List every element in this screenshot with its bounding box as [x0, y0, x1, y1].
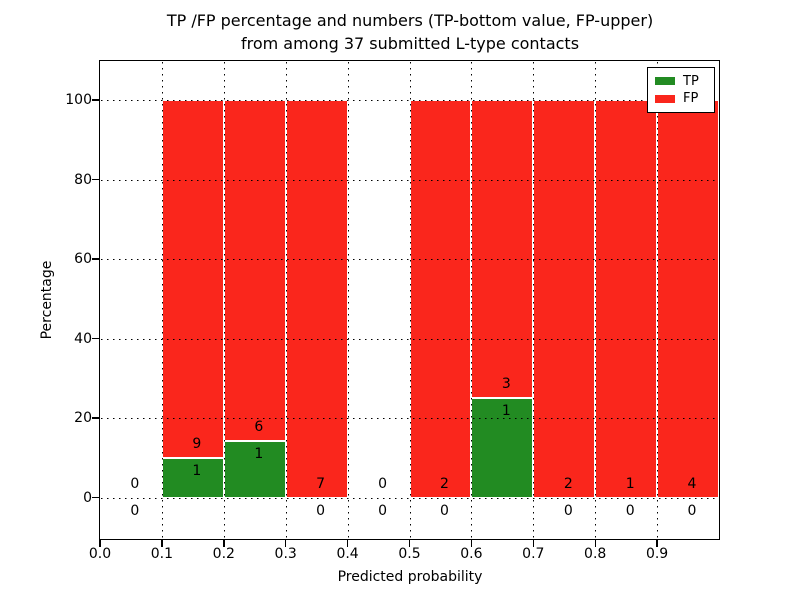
tp-count-label: 0	[440, 502, 449, 519]
y-tick-label: 20	[74, 410, 92, 427]
legend-row-tp: TP	[655, 75, 707, 88]
y-tick-label: 0	[83, 489, 92, 506]
y-tick-mark	[92, 496, 99, 499]
grid-line-vertical	[161, 62, 163, 538]
y-axis-label: Percentage	[39, 260, 55, 340]
x-tick-mark	[594, 540, 596, 547]
x-tick-mark	[284, 540, 287, 547]
y-tick-label: 40	[74, 330, 92, 347]
legend-label-fp: FP	[683, 91, 699, 107]
fp-count-label: 0	[378, 475, 388, 492]
tp-count-label: 1	[192, 462, 202, 479]
legend-swatch-fp	[655, 94, 675, 103]
x-tick-label: 0.3	[274, 546, 297, 562]
bar-fp-segment	[223, 100, 286, 441]
bar-fp-segment	[657, 100, 719, 498]
y-tick-label: 100	[65, 92, 92, 108]
y-tick-mark	[92, 99, 99, 101]
bar-tp-segment	[223, 440, 286, 498]
x-tick-mark	[346, 540, 349, 547]
legend-row-fp: FP	[655, 92, 707, 105]
legend: TP FP	[647, 67, 715, 113]
grid-line-vertical	[409, 62, 411, 538]
fp-count-label: 1	[625, 475, 635, 492]
y-tick-label: 80	[74, 171, 92, 188]
fp-count-label: 2	[563, 475, 573, 492]
y-tick-mark	[92, 337, 99, 340]
legend-swatch-tp	[655, 77, 675, 86]
grid-line-vertical	[471, 62, 473, 538]
x-tick-mark	[223, 540, 225, 547]
tp-count-label: 1	[254, 445, 264, 462]
tp-count-label: 0	[687, 502, 697, 519]
x-tick-label: 0.4	[336, 546, 359, 562]
x-tick-label: 0.8	[584, 546, 607, 562]
fp-count-label: 9	[192, 435, 202, 452]
y-tick-mark	[92, 417, 99, 419]
tp-count-label: 0	[130, 502, 140, 519]
x-tick-mark	[99, 540, 101, 547]
chart-title-line1: TP /FP percentage and numbers (TP-bottom…	[166, 11, 654, 30]
bar-fp-segment	[409, 100, 472, 498]
grid-line-vertical	[347, 62, 349, 538]
x-tick-label: 0.5	[398, 546, 421, 562]
bar-fp-segment	[161, 100, 224, 458]
x-tick-mark	[532, 540, 534, 547]
bar-fp-segment	[533, 100, 596, 498]
fp-count-label: 4	[687, 475, 697, 492]
x-axis-label: Predicted probability	[337, 569, 483, 585]
x-tick-mark	[470, 540, 473, 547]
fp-count-label: 3	[501, 376, 511, 393]
fp-count-label: 6	[254, 418, 264, 435]
fp-count-label: 0	[130, 475, 140, 492]
x-tick-mark	[161, 540, 163, 547]
fp-count-label: 2	[440, 475, 449, 492]
grid-line-vertical	[595, 62, 597, 538]
grid-line-vertical	[533, 62, 535, 538]
bar-fp-segment	[471, 100, 534, 399]
tp-count-label: 0	[316, 502, 326, 519]
bar-tp-segment	[161, 457, 224, 498]
x-tick-label: 0.7	[522, 546, 545, 562]
x-tick-label: 0.9	[645, 546, 669, 562]
x-tick-label: 0.6	[460, 546, 483, 562]
grid-line-vertical	[223, 62, 225, 538]
fp-count-label: 7	[316, 475, 326, 492]
tp-count-label: 0	[625, 502, 635, 519]
y-tick-mark	[92, 178, 99, 181]
legend-label-tp: TP	[683, 73, 699, 89]
tp-count-label: 1	[501, 403, 511, 420]
chart-title: TP /FP percentage and numbers (TP-bottom…	[167, 9, 653, 55]
bar-fp-segment	[285, 100, 348, 498]
x-tick-label: 0.1	[150, 546, 174, 562]
x-tick-mark	[656, 540, 658, 547]
grid-line-vertical	[657, 62, 659, 538]
x-tick-mark	[408, 540, 411, 547]
bar-fp-segment	[595, 100, 658, 498]
x-tick-label: 0.0	[88, 546, 112, 562]
chart-title-line2: from among 37 submitted L-type contacts	[240, 34, 580, 53]
y-tick-mark	[92, 258, 99, 260]
y-tick-label: 60	[74, 251, 92, 267]
tp-count-label: 0	[563, 502, 573, 519]
x-tick-label: 0.2	[212, 546, 235, 562]
tp-count-label: 0	[378, 502, 388, 519]
grid-line-vertical	[285, 62, 287, 538]
